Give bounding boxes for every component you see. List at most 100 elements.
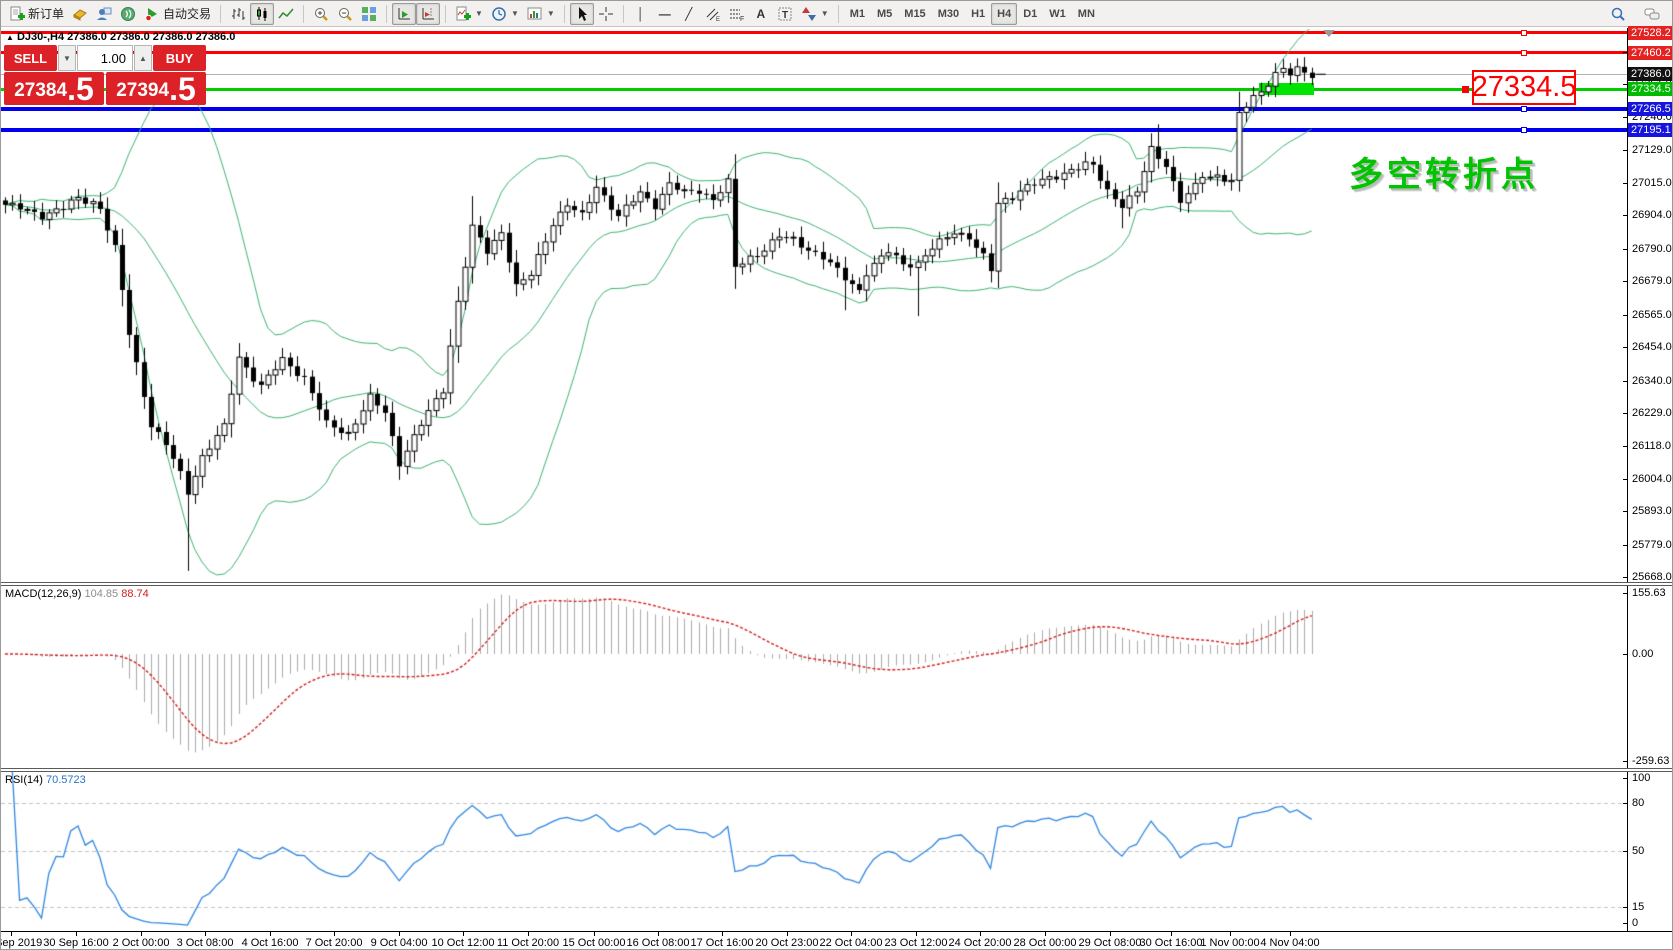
- chart-shift-button[interactable]: [416, 2, 441, 25]
- axis-tick: [1623, 380, 1627, 382]
- history-book-button[interactable]: [68, 3, 92, 25]
- candlestick-chart-button[interactable]: [250, 2, 275, 25]
- fibo-icon: F: [729, 6, 745, 23]
- search-button[interactable]: [1606, 3, 1630, 25]
- horizontal-line-button[interactable]: —: [653, 3, 677, 25]
- search-icon: [1610, 6, 1626, 22]
- axis-tick: [1623, 215, 1627, 217]
- time-axis-label: 9 Oct 04:00: [370, 937, 428, 949]
- tf-h4-button[interactable]: H4: [991, 2, 1018, 25]
- chat-icon: [1644, 6, 1660, 22]
- auto-scroll-button[interactable]: [392, 2, 417, 25]
- sell-button[interactable]: SELL: [4, 45, 57, 71]
- volume-increase-button[interactable]: ▲: [134, 45, 152, 71]
- text-label-button[interactable]: T: [773, 3, 797, 25]
- buy-price-display[interactable]: 27394.5: [106, 72, 206, 105]
- time-axis-label: 20 Oct 23:00: [755, 937, 819, 949]
- time-axis-label: 24 Oct 20:00: [948, 937, 1012, 949]
- crosshair-button[interactable]: [594, 3, 618, 25]
- line-chart-button[interactable]: [274, 3, 298, 25]
- indicators-icon: [455, 6, 472, 22]
- axis-tick: [1623, 478, 1627, 480]
- timeframe-label: D1: [1023, 7, 1038, 20]
- fibonacci-button[interactable]: F: [725, 3, 749, 25]
- tf-w1-button[interactable]: W1: [1043, 3, 1072, 25]
- price-badge-27386.0: 27386.0: [1628, 67, 1672, 82]
- toolbar-separator: [303, 4, 305, 23]
- tile-windows-button[interactable]: [357, 3, 381, 25]
- axis-tick-label: 0.00: [1632, 648, 1654, 660]
- axis-tick-label: 26679.0: [1632, 275, 1672, 288]
- buy-button[interactable]: BUY: [153, 45, 206, 71]
- tf-m30-button[interactable]: M30: [932, 3, 965, 25]
- chevron-down-icon: ▼: [546, 9, 555, 18]
- axis-tick-label: 26565.0: [1632, 308, 1672, 321]
- chat-button[interactable]: [1640, 3, 1664, 25]
- svg-text:T: T: [782, 10, 788, 21]
- templates-button[interactable]: ▼: [523, 3, 559, 25]
- vertical-line-button[interactable]: │: [629, 3, 653, 25]
- macd-panel-splitter[interactable]: [1, 582, 1672, 586]
- bar-chart-button[interactable]: [226, 3, 250, 25]
- price-axis[interactable]: [1627, 28, 1628, 931]
- tf-mn-button[interactable]: MN: [1072, 3, 1101, 25]
- axis-tick-label: 27015.0: [1632, 176, 1672, 189]
- tf-m15-button[interactable]: M15: [898, 3, 931, 25]
- tf-m5-button[interactable]: M5: [871, 3, 898, 25]
- price-callout-label[interactable]: 27334.5: [1471, 70, 1577, 105]
- sell-price-display[interactable]: 27384.5: [4, 72, 104, 105]
- time-axis-label: 7 Oct 20:00: [305, 937, 363, 949]
- tool-glyph: ╱: [685, 6, 693, 21]
- arrows-button[interactable]: ▼: [797, 3, 833, 25]
- volume-decrease-button[interactable]: ▼: [58, 45, 76, 71]
- volume-input[interactable]: 1.00: [77, 45, 133, 71]
- indicators-button[interactable]: ▼: [451, 3, 487, 25]
- rsi-panel-splitter[interactable]: [1, 768, 1672, 772]
- tf-m1-button[interactable]: M1: [844, 3, 871, 25]
- time-axis-label: 29 Oct 08:00: [1078, 937, 1142, 949]
- chevron-down-icon: ▼: [510, 9, 519, 18]
- crosshair-icon: [598, 6, 614, 22]
- time-axis-tick: [980, 932, 981, 936]
- axis-tick: [1623, 761, 1627, 762]
- chart-shift-marker-icon[interactable]: [1323, 30, 1335, 37]
- zoom-in-button[interactable]: [309, 3, 333, 25]
- signals-button[interactable]: [116, 3, 140, 25]
- axis-tick: [1623, 593, 1627, 594]
- periods-button[interactable]: ▼: [487, 3, 523, 25]
- text-button[interactable]: A: [749, 3, 773, 25]
- collapse-arrow-icon[interactable]: ▲: [6, 33, 14, 42]
- time-axis-label: 27 Sep 2019: [1, 937, 43, 949]
- tf-d1-button[interactable]: D1: [1017, 3, 1043, 25]
- axis-tick: [1623, 654, 1627, 655]
- axis-tick-label: 27129.0: [1632, 143, 1672, 156]
- svg-text:F: F: [740, 16, 744, 22]
- tool-glyph: │: [637, 6, 645, 21]
- macd-indicator-canvas[interactable]: [1, 586, 1627, 768]
- time-axis-tick: [270, 932, 271, 936]
- turning-point-annotation[interactable]: 多空转折点: [1349, 156, 1539, 194]
- axis-tick: [1623, 577, 1627, 579]
- equidistant-channel-button[interactable]: E: [701, 3, 725, 25]
- autotrading-button[interactable]: 自动交易: [140, 3, 215, 25]
- toolbar-button-label: 自动交易: [163, 7, 212, 21]
- time-axis-tick: [1110, 932, 1111, 936]
- time-axis-label: 22 Oct 04:00: [819, 937, 883, 949]
- time-axis-tick: [594, 932, 595, 936]
- cursor-button[interactable]: [569, 2, 594, 25]
- zoom-out-button[interactable]: [333, 3, 357, 25]
- toolbar-separator: [837, 4, 839, 23]
- tool-glyph: A: [756, 6, 766, 21]
- axis-tick: [1623, 182, 1627, 184]
- new-order-button[interactable]: 新订单: [5, 3, 68, 25]
- community-button[interactable]: [92, 3, 116, 25]
- trendline-button[interactable]: ╱: [677, 3, 701, 25]
- time-axis-label: 2 Oct 00:00: [112, 937, 170, 949]
- axis-tick: [1623, 907, 1627, 908]
- axis-tick: [1623, 511, 1627, 513]
- tf-h1-button[interactable]: H1: [965, 3, 991, 25]
- zoom-out-icon: [337, 6, 353, 22]
- rsi-indicator-canvas[interactable]: [1, 772, 1627, 931]
- price-chart-canvas[interactable]: [1, 29, 1627, 582]
